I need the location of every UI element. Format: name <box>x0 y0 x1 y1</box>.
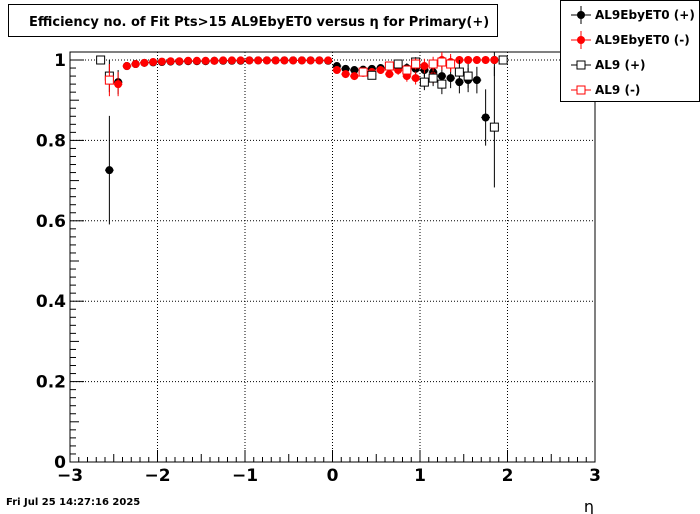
data-point <box>105 166 114 175</box>
legend: AL9EbyET0 (+) AL9EbyET0 (-) AL9 (+) <box>560 0 700 102</box>
data-point <box>219 56 228 65</box>
legend-entry-al9-minus: AL9 (-) <box>561 78 700 102</box>
data-point <box>271 56 280 65</box>
data-point <box>96 55 106 65</box>
chart-title: Efficiency no. of Fit Pts>15 AL9EbyET0 v… <box>29 15 490 30</box>
legend-marker-icon <box>571 6 591 24</box>
data-point <box>157 57 166 66</box>
series-2 <box>96 55 508 188</box>
data-point <box>201 56 210 65</box>
legend-label: AL9 (-) <box>595 83 641 97</box>
data-point <box>236 56 245 65</box>
x-axis-label: η <box>584 497 594 514</box>
x-tick-label: −1 <box>232 466 258 486</box>
data-point <box>437 57 447 67</box>
y-tick-label: 1 <box>54 51 66 71</box>
data-point <box>411 59 421 69</box>
y-tick-label: 0.4 <box>36 292 66 312</box>
data-point <box>297 56 306 65</box>
x-tick-label: 1 <box>414 466 426 486</box>
data-point <box>446 74 455 83</box>
series-3 <box>104 53 456 97</box>
legend-marker-icon <box>571 31 591 49</box>
data-point <box>149 58 158 67</box>
series-0 <box>105 52 508 225</box>
y-tick-label: 0 <box>54 453 66 473</box>
data-point <box>131 60 140 69</box>
legend-marker-icon <box>571 60 591 70</box>
data-point <box>376 66 385 75</box>
data-point <box>411 74 420 83</box>
data-point <box>280 56 289 65</box>
x-tick-label: 0 <box>327 466 339 486</box>
legend-label: AL9EbyET0 (+) <box>595 8 695 22</box>
data-point <box>464 56 473 64</box>
y-tick-label: 0.2 <box>36 373 66 393</box>
data-point <box>420 62 429 71</box>
data-point <box>393 59 403 69</box>
data-point <box>140 58 149 67</box>
x-tick-label: −2 <box>144 466 170 486</box>
data-point <box>481 113 490 122</box>
y-tick-label: 0.8 <box>36 131 66 151</box>
data-point <box>428 59 438 69</box>
data-point <box>184 56 193 65</box>
x-tick-label: 2 <box>502 466 514 486</box>
data-point <box>210 56 219 65</box>
legend-entry-al9ebyet0-minus: AL9EbyET0 (-) <box>561 28 700 52</box>
data-point <box>402 65 412 75</box>
data-point <box>367 70 377 80</box>
data-point <box>315 56 324 65</box>
data-point <box>341 70 350 79</box>
data-point <box>262 56 271 65</box>
data-point <box>463 71 473 81</box>
data-point <box>166 57 175 66</box>
data-point <box>384 61 394 71</box>
data-point <box>114 80 123 89</box>
legend-entry-al9-plus: AL9 (+) <box>561 53 700 77</box>
data-point <box>332 66 341 75</box>
legend-label: AL9 (+) <box>595 58 646 72</box>
data-point <box>437 79 447 89</box>
data-point <box>446 59 456 69</box>
title-box: Efficiency no. of Fit Pts>15 AL9EbyET0 v… <box>8 4 498 37</box>
timestamp: Fri Jul 25 14:27:16 2025 <box>6 497 141 508</box>
legend-label: AL9EbyET0 (-) <box>595 33 690 47</box>
data-point <box>358 67 368 77</box>
data-point <box>245 56 254 65</box>
data-point <box>192 56 201 65</box>
data-point <box>122 62 131 71</box>
data-point <box>350 72 359 81</box>
data-point <box>454 67 464 77</box>
x-tick-label: 3 <box>589 466 601 486</box>
x-tick-label: −3 <box>57 466 83 486</box>
legend-marker-icon <box>571 85 591 95</box>
data-point <box>489 122 499 132</box>
data-point <box>428 73 438 83</box>
data-point <box>306 56 315 65</box>
data-point <box>104 75 114 85</box>
data-point <box>227 56 236 65</box>
data-point <box>254 56 263 65</box>
data-point <box>350 66 359 75</box>
data-point <box>472 56 481 64</box>
data-point <box>419 77 429 87</box>
data-point <box>490 56 499 64</box>
y-tick-label: 0.6 <box>36 212 66 232</box>
data-point <box>175 57 184 66</box>
legend-entry-al9ebyet0-plus: AL9EbyET0 (+) <box>561 3 700 27</box>
data-point <box>289 56 298 65</box>
data-point <box>472 76 481 85</box>
data-point <box>481 56 490 64</box>
data-point <box>498 55 508 65</box>
data-point <box>324 56 333 65</box>
data-point <box>385 70 394 79</box>
